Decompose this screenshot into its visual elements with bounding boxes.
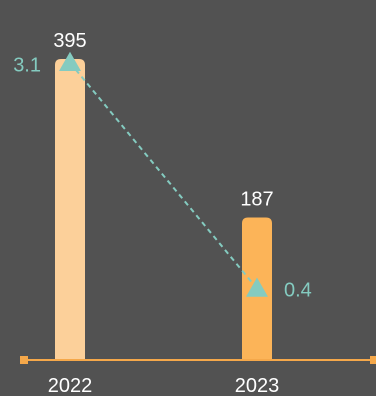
data-labels: 395 187 3.1 0.4 [13, 30, 312, 301]
x-tick-labels: 2022 2023 [48, 375, 280, 396]
trend-line [69, 62, 258, 290]
bar-value-label-2022: 395 [53, 30, 86, 52]
x-axis-cap-left [20, 356, 28, 364]
bar-2022 [55, 59, 85, 361]
bar-value-label-2023: 187 [240, 189, 273, 211]
x-tick-label-2023: 2023 [235, 375, 280, 396]
x-axis-cap-right [370, 356, 376, 364]
line-value-label-2023: 0.4 [284, 280, 312, 302]
triangle-marker-2022 [59, 51, 81, 71]
line-series [59, 51, 268, 297]
triangle-marker-2023 [246, 277, 268, 297]
x-tick-label-2022: 2022 [48, 375, 93, 396]
line-value-label-2022: 3.1 [13, 55, 41, 77]
